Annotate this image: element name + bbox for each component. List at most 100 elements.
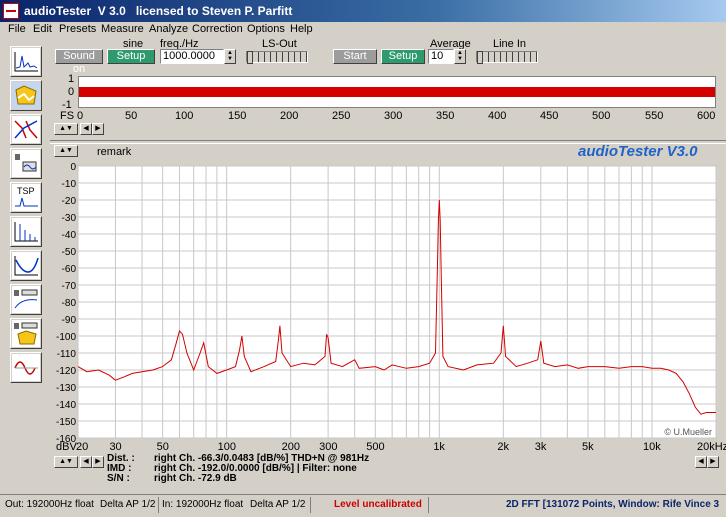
sn-label: S/N : xyxy=(107,473,130,484)
status-in: In: 192000Hz float xyxy=(162,499,244,510)
spectrum-x-tick: 3k xyxy=(534,441,547,453)
waveform-icon xyxy=(12,354,40,381)
time-zoom-button[interactable]: ▲▼ xyxy=(54,123,78,135)
menu-file[interactable]: File xyxy=(8,23,26,35)
status-fft: 2D FFT [131072 Points, Window: Rife Vinc… xyxy=(506,499,720,510)
time-y-tick-minus1: -1 xyxy=(62,99,72,111)
spectrum-x-tick: 100 xyxy=(217,441,236,453)
sn-value: right Ch. -72.9 dB xyxy=(154,473,237,484)
speaker-folder-button[interactable] xyxy=(10,318,42,349)
spectrum-y-tick: -10 xyxy=(62,179,77,190)
average-spinner[interactable]: ▲ ▼ xyxy=(454,49,466,64)
status-out-device: Delta AP 1/2 xyxy=(100,499,156,510)
menu-analyze[interactable]: Analyze xyxy=(149,23,189,35)
spectrum-y-tick: -140 xyxy=(56,400,76,411)
time-x-tick: 50 xyxy=(125,110,138,122)
menu-correction[interactable]: Correction xyxy=(192,23,243,35)
svg-text:TSP: TSP xyxy=(17,186,35,196)
time-x-tick: 350 xyxy=(436,110,455,122)
spectrum-y-tick: -120 xyxy=(56,366,76,377)
spectrum-x-tick: 20 xyxy=(76,441,89,453)
time-scroll-right[interactable]: ▶ xyxy=(92,123,104,135)
spectrum-y-tick: -30 xyxy=(62,213,77,224)
spectrum-y-tick: -60 xyxy=(62,264,77,275)
signal-generator-button[interactable] xyxy=(10,148,42,179)
impedance-button[interactable] xyxy=(10,250,42,281)
spectrum-x-tick: 30 xyxy=(109,441,122,453)
generator-setup-button[interactable]: Setup xyxy=(107,49,155,64)
copyright-label: © U.Mueller xyxy=(664,427,712,437)
frequency-spinner[interactable]: ▲ ▼ xyxy=(224,49,236,64)
status-out: Out: 192000Hz float xyxy=(5,499,94,510)
remark-label: remark xyxy=(97,146,132,158)
filter-response-button[interactable] xyxy=(10,114,42,145)
status-bar: Out: 192000Hz float Delta AP 1/2 In: 192… xyxy=(0,494,726,517)
menu-edit[interactable]: Edit xyxy=(33,23,52,35)
time-x-tick: 500 xyxy=(592,110,611,122)
average-input[interactable]: 10 xyxy=(428,49,454,64)
folder-button[interactable] xyxy=(10,80,42,111)
harmonics-icon xyxy=(12,218,40,245)
window-title: audioTester V 3.0 licensed to Steven P. … xyxy=(24,4,293,18)
time-y-tick-0: 0 xyxy=(68,86,75,98)
sound-on-button[interactable]: Sound on xyxy=(55,49,103,75)
spectrum-x-tick: 300 xyxy=(319,441,338,453)
spectrum-scroll-left-2[interactable]: ◀ xyxy=(695,456,707,468)
spectrum-scroll-right[interactable]: ▶ xyxy=(92,456,104,468)
average-label: Average xyxy=(430,38,471,50)
spectrum-y-tick: -70 xyxy=(62,281,77,292)
time-x-tick: 550 xyxy=(645,110,664,122)
spectrum-trace xyxy=(77,199,716,415)
spectrum-scroll-right-2[interactable]: ▶ xyxy=(707,456,719,468)
filter-curve-icon xyxy=(12,116,40,143)
level-meter-button[interactable] xyxy=(10,284,42,315)
spectrum-x-tick: 50 xyxy=(156,441,169,453)
spectrum-x-tick: 500 xyxy=(366,441,385,453)
frequency-input[interactable]: 1000.0000 xyxy=(160,49,224,64)
time-scroll-left[interactable]: ◀ xyxy=(80,123,92,135)
menu-options[interactable]: Options xyxy=(247,23,285,35)
spectrum-y-tick: -40 xyxy=(62,230,77,241)
time-plot xyxy=(78,76,716,108)
spectrum-x-tick: 5k xyxy=(581,441,594,453)
ls-out-label: LS-Out xyxy=(262,38,297,50)
time-x-tick: 100 xyxy=(175,110,194,122)
analyzer-setup-button[interactable]: Setup xyxy=(381,49,425,64)
harmonics-button[interactable] xyxy=(10,216,42,247)
results-zoom-button[interactable]: ▲▼ xyxy=(54,456,78,468)
start-button[interactable]: Start xyxy=(333,49,377,64)
tsp-icon: TSP xyxy=(12,184,40,211)
time-x-unit: FS xyxy=(60,110,75,122)
spectrum-zoom-button[interactable]: ▲▼ xyxy=(54,145,78,157)
spectrum-x-tick: 200 xyxy=(281,441,301,453)
generator-type-label: sine xyxy=(123,38,144,50)
spectrum-x-tick: 1k xyxy=(433,441,445,453)
dist-label: Dist. : xyxy=(107,453,135,464)
ls-out-slider[interactable] xyxy=(246,51,308,64)
menu-presets[interactable]: Presets xyxy=(59,23,97,35)
spectrum-scroll-left[interactable]: ◀ xyxy=(80,456,92,468)
spectrum-icon xyxy=(12,48,40,75)
spectrum-y-unit: dBV xyxy=(56,441,77,453)
freq-label: freq./Hz xyxy=(160,38,199,50)
spectrum-chart: 0 -10 -20 -30 -40 -50 -60 -70 -80 -90 -100 -110 -120… xyxy=(56,162,717,445)
spectrum-y-tick: -20 xyxy=(62,196,77,207)
status-in-device: Delta AP 1/2 xyxy=(250,499,306,510)
spectrum-y-tick: -100 xyxy=(56,332,76,343)
menu-bar: File Edit Presets Measure Analyze Correc… xyxy=(0,22,726,36)
waveform-button[interactable] xyxy=(10,352,42,383)
app-icon xyxy=(3,3,19,19)
line-in-slider[interactable] xyxy=(476,51,538,64)
menu-measure[interactable]: Measure xyxy=(101,23,144,35)
menu-help[interactable]: Help xyxy=(290,23,313,35)
line-in-label: Line In xyxy=(493,38,527,50)
spectrum-y-tick: -130 xyxy=(56,383,76,394)
time-x-tick: 200 xyxy=(280,110,299,122)
impedance-curve-icon xyxy=(12,252,40,279)
spectrum-view-button[interactable] xyxy=(10,46,42,77)
tsp-button[interactable]: TSP xyxy=(10,182,42,213)
brand-logo: audioTester V3.0 xyxy=(578,143,698,160)
spectrum-y-tick: -150 xyxy=(56,417,76,428)
title-bar[interactable]: audioTester V 3.0 licensed to Steven P. … xyxy=(0,0,726,22)
spectrum-y-tick: -80 xyxy=(62,298,77,309)
